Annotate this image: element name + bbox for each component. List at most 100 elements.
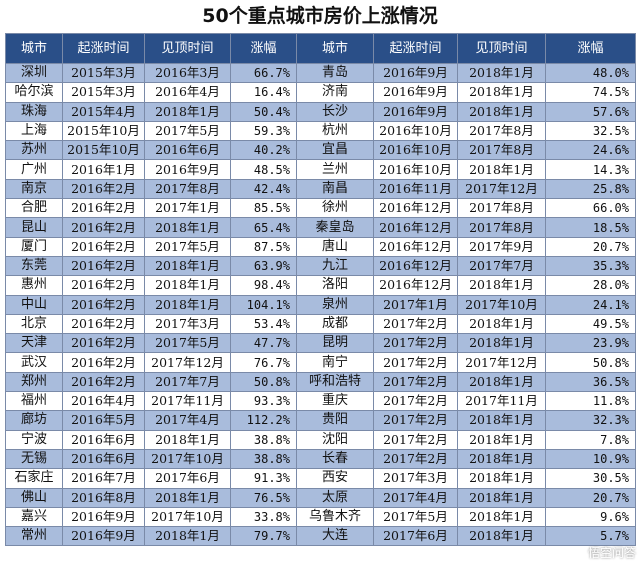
cell-peak-date-2: 2018年1月 xyxy=(457,275,546,296)
cell-start-date: 2016年8月 xyxy=(62,487,145,508)
cell-peak-date: 2017年6月 xyxy=(144,468,231,489)
cell-city: 哈尔滨 xyxy=(5,82,63,103)
cell-city-2: 长春 xyxy=(296,448,374,470)
cell-increase: 91.3% xyxy=(230,468,297,489)
cell-increase-2: 14.3% xyxy=(545,159,636,180)
cell-increase-2: 36.5% xyxy=(545,371,636,393)
cell-peak-date: 2017年4月 xyxy=(144,410,231,431)
cell-peak-date: 2018年1月 xyxy=(144,429,231,450)
table-row: 珠海 2015年4月 2018年1月 50.4% 长沙 2016年9月 2018年1月 57.… xyxy=(5,101,636,122)
cell-peak-date-2: 2018年1月 xyxy=(457,487,546,508)
cell-increase: 50.8% xyxy=(230,371,297,393)
cell-increase-2: 57.6% xyxy=(545,101,636,122)
cell-city: 天津 xyxy=(5,333,63,354)
cell-city-2: 贵阳 xyxy=(296,410,374,431)
cell-city: 郑州 xyxy=(5,371,63,393)
cell-start-date: 2016年9月 xyxy=(62,526,145,547)
table-row: 石家庄 2016年7月 2017年6月 91.3% 西安 2017年3月 2018年1月 30… xyxy=(5,468,636,489)
cell-increase: 16.4% xyxy=(230,82,297,103)
cell-start-date-2: 2017年2月 xyxy=(373,371,458,393)
cell-peak-date: 2017年7月 xyxy=(144,371,231,393)
cell-peak-date: 2018年1月 xyxy=(144,217,231,238)
cell-city: 无锡 xyxy=(5,448,63,470)
cell-start-date: 2015年10月 xyxy=(62,120,145,142)
cell-start-date-2: 2016年12月 xyxy=(373,198,458,219)
cell-start-date: 2016年2月 xyxy=(62,294,145,315)
cell-start-date-2: 2017年1月 xyxy=(373,294,458,315)
cell-increase: 104.1% xyxy=(230,294,297,315)
cell-start-date: 2016年2月 xyxy=(62,255,145,277)
cell-city: 佛山 xyxy=(5,487,63,508)
cell-city: 嘉兴 xyxy=(5,506,63,528)
cell-city-2: 宜昌 xyxy=(296,140,374,161)
cell-increase-2: 49.5% xyxy=(545,313,636,335)
header-peak-date: 见顶时间 xyxy=(144,33,231,64)
cell-peak-date: 2017年5月 xyxy=(144,236,231,257)
table-row: 苏州 2015年10月 2016年6月 40.2% 宜昌 2016年10月 2017年8月 2… xyxy=(5,140,636,161)
table-row: 嘉兴 2016年9月 2017年10月 33.8% 乌鲁木齐 2017年5月 2018年1月… xyxy=(5,506,636,528)
cell-start-date: 2016年4月 xyxy=(62,391,145,412)
cell-peak-date: 2017年8月 xyxy=(144,178,231,200)
table-row: 上海 2015年10月 2017年5月 59.3% 杭州 2016年10月 2017年8月 3… xyxy=(5,120,636,142)
cell-start-date: 2016年2月 xyxy=(62,333,145,354)
cell-increase: 65.4% xyxy=(230,217,297,238)
cell-start-date: 2016年6月 xyxy=(62,448,145,470)
table-row: 深圳 2015年3月 2016年3月 66.7% 青岛 2016年9月 2018年1月 48.… xyxy=(5,62,636,84)
cell-start-date-2: 2016年10月 xyxy=(373,159,458,180)
cell-city: 武汉 xyxy=(5,352,63,373)
cell-start-date: 2016年2月 xyxy=(62,313,145,335)
cell-increase: 85.5% xyxy=(230,198,297,219)
table-row: 惠州 2016年2月 2018年1月 98.4% 洛阳 2016年12月 2018年1月 28… xyxy=(5,275,636,296)
cell-peak-date-2: 2017年12月 xyxy=(457,178,546,200)
cell-start-date: 2016年2月 xyxy=(62,198,145,219)
cell-city: 广州 xyxy=(5,159,63,180)
cell-increase-2: 24.6% xyxy=(545,140,636,161)
cell-increase: 53.4% xyxy=(230,313,297,335)
header-increase-2: 涨幅 xyxy=(545,33,636,64)
cell-peak-date: 2017年3月 xyxy=(144,313,231,335)
cell-peak-date-2: 2018年1月 xyxy=(457,159,546,180)
cell-city-2: 杭州 xyxy=(296,120,374,142)
cell-start-date: 2016年1月 xyxy=(62,159,145,180)
table-row: 常州 2016年9月 2018年1月 79.7% 大连 2017年6月 2018年1月 5.7… xyxy=(5,526,636,547)
cell-start-date-2: 2016年10月 xyxy=(373,120,458,142)
cell-increase-2: 50.8% xyxy=(545,352,636,373)
cell-city: 惠州 xyxy=(5,275,63,296)
cell-increase-2: 10.9% xyxy=(545,448,636,470)
cell-start-date-2: 2016年11月 xyxy=(373,178,458,200)
cell-start-date-2: 2017年2月 xyxy=(373,429,458,450)
table-row: 郑州 2016年2月 2017年7月 50.8% 呼和浩特 2017年2月 2018年1月 3… xyxy=(5,371,636,393)
cell-increase: 66.7% xyxy=(230,62,297,84)
watermark: 悟空问答 xyxy=(587,546,636,560)
cell-peak-date: 2017年10月 xyxy=(144,506,231,528)
cell-start-date: 2015年10月 xyxy=(62,140,145,161)
cell-start-date-2: 2016年12月 xyxy=(373,255,458,277)
cell-start-date: 2016年9月 xyxy=(62,506,145,528)
table-row: 广州 2016年1月 2016年9月 48.5% 兰州 2016年10月 2018年1月 14… xyxy=(5,159,636,180)
cell-peak-date-2: 2017年8月 xyxy=(457,217,546,238)
cell-increase-2: 32.5% xyxy=(545,120,636,142)
table-row: 武汉 2016年2月 2017年12月 76.7% 南宁 2017年2月 2017年12月 5… xyxy=(5,352,636,373)
cell-start-date-2: 2017年6月 xyxy=(373,526,458,547)
cell-city-2: 乌鲁木齐 xyxy=(296,506,374,528)
cell-increase-2: 5.7% xyxy=(545,526,636,547)
cell-increase: 112.2% xyxy=(230,410,297,431)
cell-peak-date-2: 2018年1月 xyxy=(457,526,546,547)
cell-increase-2: 23.9% xyxy=(545,333,636,354)
cell-start-date-2: 2016年9月 xyxy=(373,82,458,103)
cell-peak-date-2: 2018年1月 xyxy=(457,429,546,450)
cell-increase-2: 11.8% xyxy=(545,391,636,412)
cell-peak-date-2: 2018年1月 xyxy=(457,313,546,335)
cell-start-date: 2016年2月 xyxy=(62,236,145,257)
cell-start-date: 2015年3月 xyxy=(62,82,145,103)
cell-start-date-2: 2016年12月 xyxy=(373,217,458,238)
cell-peak-date: 2018年1月 xyxy=(144,275,231,296)
cell-peak-date-2: 2018年1月 xyxy=(457,506,546,528)
cell-city-2: 九江 xyxy=(296,255,374,277)
table-title: 50个重点城市房价上涨情况 xyxy=(202,5,438,27)
cell-peak-date-2: 2017年12月 xyxy=(457,352,546,373)
cell-city-2: 洛阳 xyxy=(296,275,374,296)
cell-increase: 38.8% xyxy=(230,448,297,470)
cell-peak-date: 2018年1月 xyxy=(144,487,231,508)
table-row: 中山 2016年2月 2018年1月 104.1% 泉州 2017年1月 2017年10月 2… xyxy=(5,294,636,315)
